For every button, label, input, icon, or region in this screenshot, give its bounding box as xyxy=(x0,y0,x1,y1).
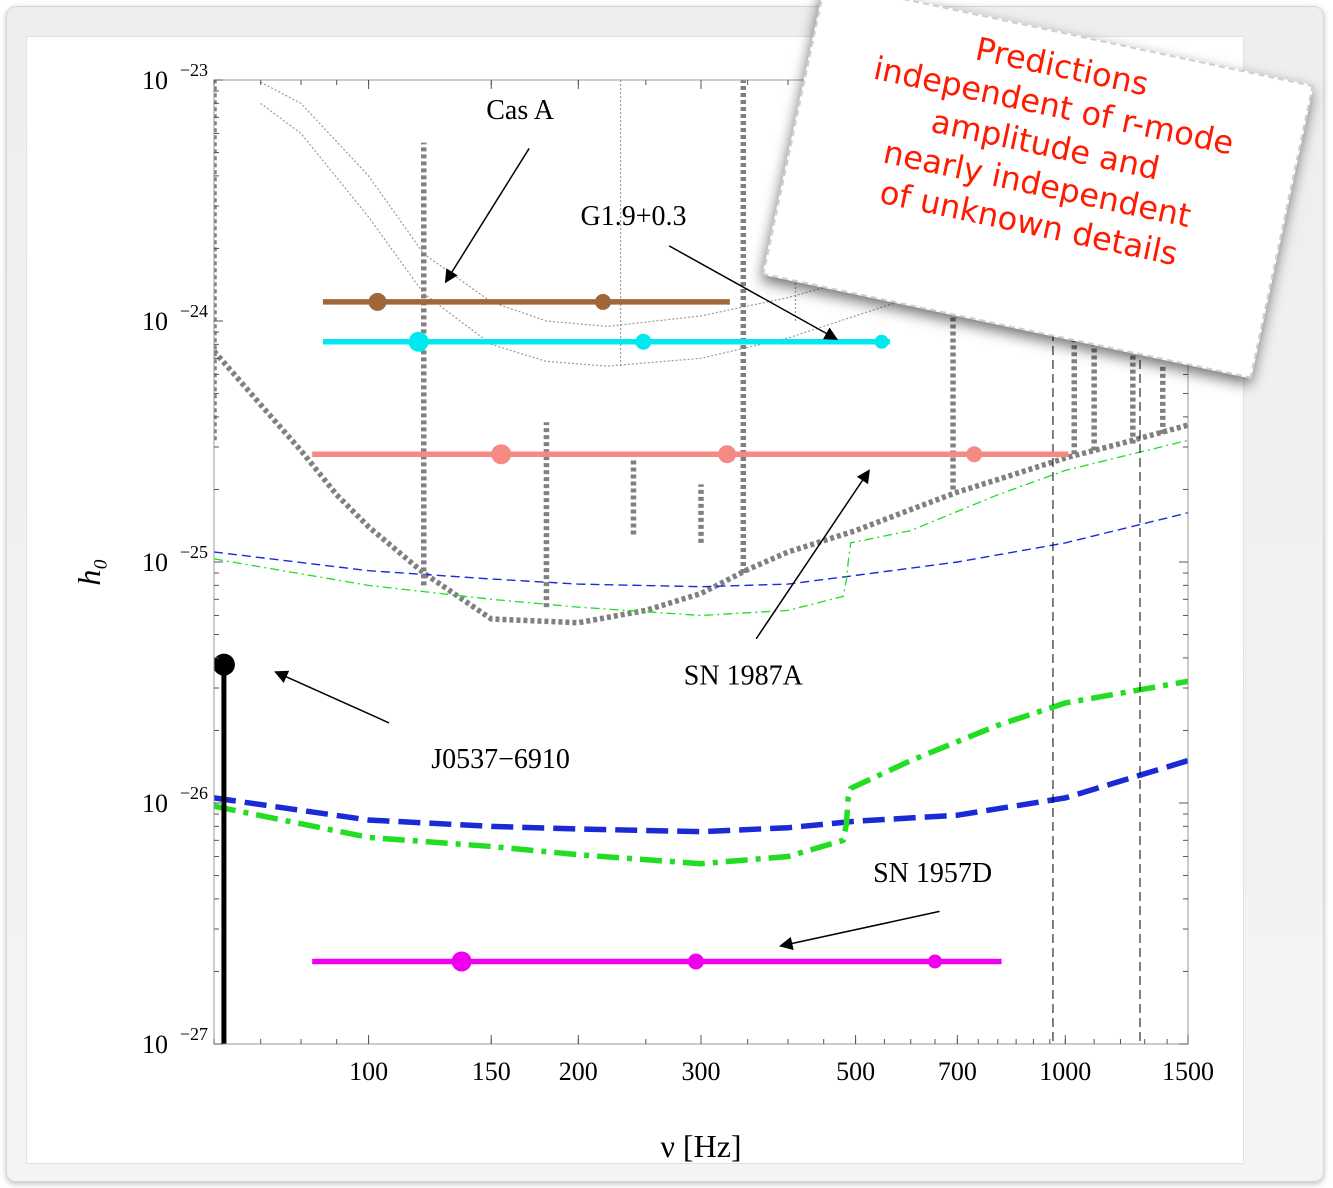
y-tick-label: 10 xyxy=(142,1030,168,1059)
sensitivity-curves xyxy=(214,80,1188,1044)
annotation-label: J0537−6910 xyxy=(431,744,570,775)
sensitivity-thin-dotted-line xyxy=(260,102,958,367)
source-point xyxy=(718,445,737,464)
y-tick-label: 10 xyxy=(142,307,168,336)
source-point xyxy=(927,954,942,969)
x-tick-label: 100 xyxy=(349,1057,388,1086)
annotation-arrow xyxy=(779,910,940,951)
y-tick-exponent: −25 xyxy=(180,542,208,562)
y-tick-label: 10 xyxy=(142,789,168,818)
x-tick-label: 1500 xyxy=(1162,1057,1214,1086)
x-tick-label: 200 xyxy=(559,1057,598,1086)
blue-dashed-thick-line xyxy=(214,757,1188,835)
source-bars xyxy=(214,292,1069,1044)
annotation-arrow xyxy=(668,245,839,340)
annotation-label: G1.9+0.3 xyxy=(580,201,686,232)
source-point xyxy=(451,951,472,972)
x-tick-label: 1000 xyxy=(1039,1057,1091,1086)
source-point xyxy=(687,953,704,970)
x-tick-label: 150 xyxy=(472,1057,511,1086)
y-tick-label: 10 xyxy=(142,548,168,577)
source-point xyxy=(214,653,235,676)
annotation-arrow xyxy=(755,469,870,640)
x-axis-label: ν [Hz] xyxy=(660,1128,741,1164)
sensitivity-thick-dashed-line xyxy=(214,349,1188,626)
source-point xyxy=(368,292,387,311)
y-tick-exponent: −26 xyxy=(180,783,208,803)
x-tick-label: 300 xyxy=(682,1057,721,1086)
source-point xyxy=(408,331,429,352)
blue-dashed-thin-line xyxy=(214,512,1188,588)
source-point xyxy=(966,446,983,463)
green-dashdot-thick-line xyxy=(214,678,1188,867)
annotation-arrow xyxy=(274,670,390,724)
y-tick-exponent: −23 xyxy=(180,60,208,80)
annotation-label: SN 1987A xyxy=(684,661,804,692)
source-point xyxy=(635,333,652,350)
annotation-label: SN 1957D xyxy=(873,858,992,889)
annotation-label: Cas A xyxy=(486,95,554,126)
source-point xyxy=(874,334,889,349)
source-point xyxy=(491,444,512,465)
x-tick-label: 500 xyxy=(836,1057,875,1086)
source-point xyxy=(594,293,611,310)
annotation-arrow xyxy=(444,148,530,284)
y-tick-label: 10 xyxy=(142,66,168,95)
annotations: Cas A G1.9+0.3 SN 1987A J0537−6910 SN 1957D xyxy=(274,95,992,951)
y-axis-label: h₀ xyxy=(71,558,107,585)
x-tick-label: 700 xyxy=(938,1057,977,1086)
y-tick-exponent: −24 xyxy=(180,301,208,321)
y-tick-exponent: −27 xyxy=(180,1024,208,1044)
axes: 100 150 200 300 500 700 1000 1500 10 −23 10 −24 10 −2… xyxy=(71,60,1214,1164)
